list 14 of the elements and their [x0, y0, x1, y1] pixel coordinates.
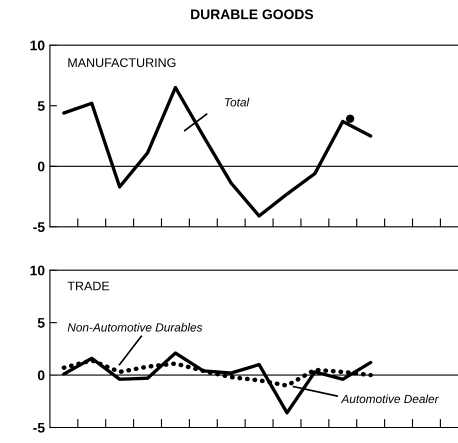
annotation: Non-Automotive Durables: [68, 322, 202, 332]
annotation: Automotive Dealer: [340, 394, 439, 404]
y-tick-label: -5: [33, 222, 45, 232]
y-tick-label: 10: [30, 266, 44, 276]
y-tick-label: 0: [38, 370, 44, 380]
text: MANUFACTURING: [68, 58, 176, 68]
chart-title: DURABLE GOODS: [191, 9, 314, 20]
y-tick-label: 10: [30, 40, 44, 50]
y-tick-label: -5: [33, 422, 45, 433]
y-tick-label: 0: [38, 162, 44, 172]
text: TRADE: [68, 282, 110, 290]
y-tick-label: 5: [38, 318, 45, 328]
annotation: Total: [225, 98, 250, 106]
y-tick-label: 5: [38, 101, 45, 111]
